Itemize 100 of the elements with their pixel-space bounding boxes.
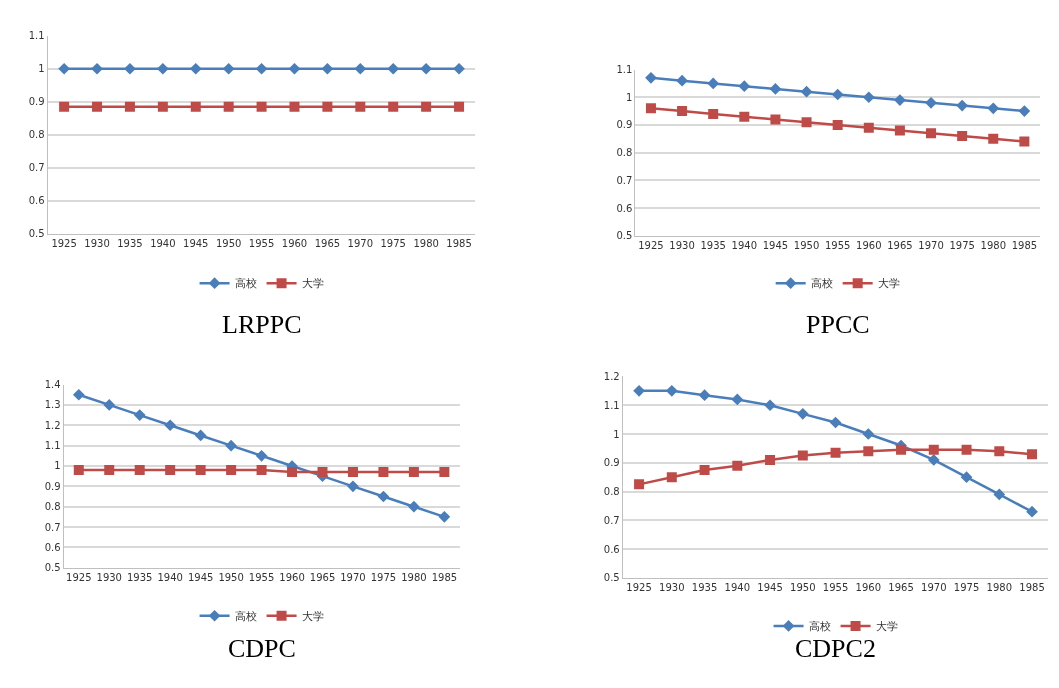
text: LRPPC xyxy=(222,310,302,339)
point xyxy=(830,447,841,458)
x-tick-label: 1950 xyxy=(218,571,244,583)
point xyxy=(731,393,744,406)
x-tick-label: 1940 xyxy=(731,239,758,251)
point xyxy=(894,125,905,136)
x-tick-label: 1975 xyxy=(953,581,980,593)
y-tick-label: 1.1 xyxy=(603,399,620,411)
y-tick-label: 0.7 xyxy=(28,162,45,174)
point xyxy=(255,449,268,462)
point xyxy=(165,465,176,476)
point xyxy=(961,444,972,455)
x-tick-label: 1970 xyxy=(921,581,947,593)
x-tick-label: 1935 xyxy=(117,237,143,249)
point xyxy=(765,454,776,465)
point xyxy=(698,389,711,402)
y-tick-label: 0.9 xyxy=(616,119,633,131)
y-tick-label: 0.8 xyxy=(44,501,61,513)
y-tick-label: 1.2 xyxy=(603,370,620,382)
point xyxy=(134,465,145,476)
x-tick-label: 1925 xyxy=(638,239,664,251)
x-tick-label: 1970 xyxy=(347,237,374,249)
point xyxy=(256,465,267,476)
point xyxy=(104,465,115,476)
y-tick-label: 0.6 xyxy=(28,195,45,207)
text: CDPC2 xyxy=(795,634,876,663)
y-tick-label: 0.8 xyxy=(616,147,633,159)
y-tick-label: 0.9 xyxy=(44,480,61,492)
point xyxy=(317,467,328,478)
y-tick-label: 0.5 xyxy=(28,228,45,240)
x-tick-label: 1950 xyxy=(215,237,242,249)
y-tick-label: 1.3 xyxy=(44,399,61,411)
text: PPCC xyxy=(806,310,870,339)
x-tick-label: 1925 xyxy=(626,581,652,593)
point xyxy=(829,416,842,429)
legend-label: 高校 xyxy=(810,277,833,291)
x-tick-label: 1935 xyxy=(691,581,718,593)
point xyxy=(796,408,809,420)
point xyxy=(439,467,450,478)
point xyxy=(645,103,656,114)
point xyxy=(72,388,85,401)
y-tick-label: 0.6 xyxy=(603,543,620,555)
point xyxy=(378,467,389,478)
point xyxy=(862,428,875,440)
point xyxy=(926,128,937,139)
point xyxy=(133,409,146,421)
x-tick-label: 1950 xyxy=(790,581,816,593)
point xyxy=(677,106,688,117)
y-tick-label: 0.5 xyxy=(603,572,620,584)
point xyxy=(676,74,688,87)
x-tick-label: 1980 xyxy=(413,237,439,249)
y-tick-label: 1 xyxy=(38,63,45,75)
y-tick-label: 1.2 xyxy=(44,419,61,431)
point xyxy=(226,465,237,476)
y-tick-label: 0.9 xyxy=(603,457,620,469)
point xyxy=(925,96,937,109)
point xyxy=(633,384,645,397)
x-tick-label: 1935 xyxy=(126,571,153,583)
point xyxy=(666,472,677,483)
point xyxy=(770,114,781,125)
point xyxy=(408,500,420,513)
legend-label: 大学 xyxy=(875,620,898,634)
point xyxy=(896,444,907,455)
point xyxy=(194,429,207,442)
y-tick-label: 1.4 xyxy=(44,379,61,391)
x-tick-label: 1925 xyxy=(66,571,92,583)
x-tick-label: 1980 xyxy=(986,581,1013,593)
y-tick-label: 0.6 xyxy=(44,541,61,553)
point xyxy=(699,464,710,475)
x-tick-label: 1985 xyxy=(431,571,458,583)
x-tick-label: 1985 xyxy=(446,237,472,249)
point xyxy=(707,77,720,90)
point xyxy=(1018,105,1031,117)
x-tick-label: 1975 xyxy=(380,237,406,249)
y-tick-label: 0.5 xyxy=(44,562,61,574)
x-tick-label: 1930 xyxy=(96,571,122,583)
text: CDPC xyxy=(228,634,296,663)
point xyxy=(769,83,782,95)
point xyxy=(739,111,750,122)
point xyxy=(73,465,84,476)
point xyxy=(732,460,743,471)
y-tick-label: 1 xyxy=(626,91,633,103)
point xyxy=(708,108,719,119)
legend-label: 大学 xyxy=(301,610,324,624)
x-tick-label: 1930 xyxy=(669,239,695,251)
x-tick-label: 1945 xyxy=(757,581,783,593)
x-tick-label: 1945 xyxy=(187,571,214,583)
legend-label: 大学 xyxy=(301,277,324,291)
point xyxy=(956,99,968,112)
x-tick-label: 1955 xyxy=(248,237,275,249)
point xyxy=(797,450,808,461)
legend-label: 高校 xyxy=(234,277,257,291)
y-tick-label: 1.1 xyxy=(616,64,633,76)
x-tick-label: 1925 xyxy=(51,237,77,249)
x-tick-label: 1970 xyxy=(340,571,366,583)
legend-label: 高校 xyxy=(234,610,257,624)
y-tick-label: 0.7 xyxy=(603,514,620,526)
point xyxy=(103,399,116,411)
x-tick-label: 1960 xyxy=(856,239,882,251)
x-tick-label: 1955 xyxy=(822,581,849,593)
